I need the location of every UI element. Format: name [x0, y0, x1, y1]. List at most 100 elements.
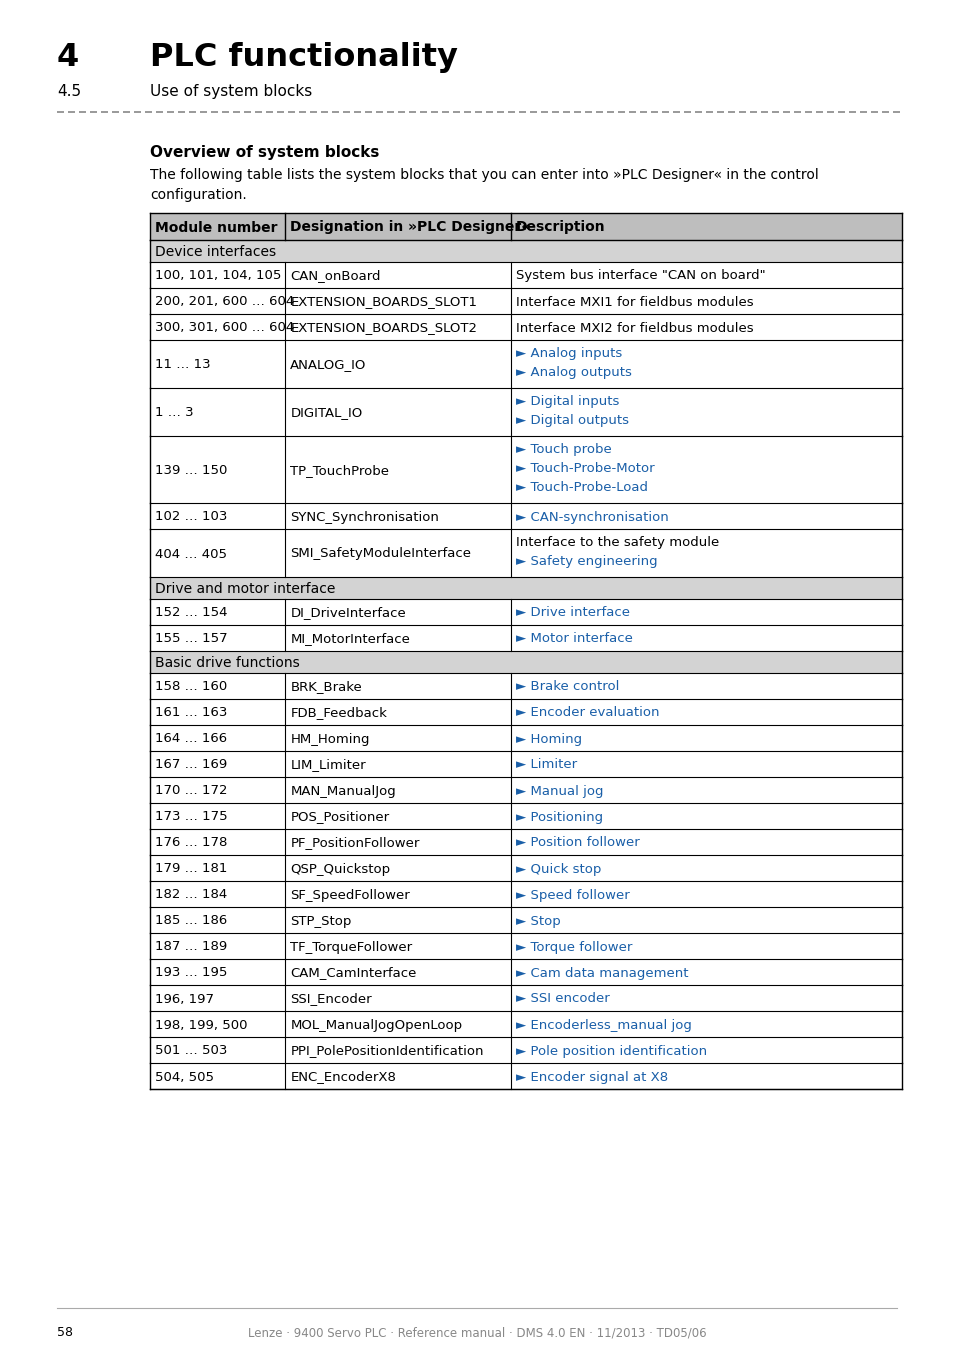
- Text: PF_PositionFollower: PF_PositionFollower: [290, 837, 419, 849]
- Text: 300, 301, 600 … 604: 300, 301, 600 … 604: [154, 321, 294, 335]
- Text: ► CAN-synchronisation: ► CAN-synchronisation: [516, 510, 668, 524]
- Text: FDB_Feedback: FDB_Feedback: [290, 706, 387, 720]
- Text: 193 … 195: 193 … 195: [154, 967, 227, 980]
- Text: Use of system blocks: Use of system blocks: [150, 84, 312, 99]
- Text: ► Limiter: ► Limiter: [516, 759, 577, 771]
- Text: Interface MXI1 for fieldbus modules: Interface MXI1 for fieldbus modules: [516, 296, 753, 309]
- Text: BRK_Brake: BRK_Brake: [290, 680, 362, 694]
- Text: 4: 4: [57, 42, 79, 73]
- Text: POS_Positioner: POS_Positioner: [290, 810, 389, 824]
- Text: ► Speed follower: ► Speed follower: [516, 888, 629, 902]
- Text: DI_DriveInterface: DI_DriveInterface: [290, 606, 406, 620]
- Text: ► Manual jog: ► Manual jog: [516, 784, 603, 798]
- Bar: [150, 751, 901, 778]
- Bar: [150, 1011, 901, 1037]
- Bar: [150, 599, 901, 625]
- Text: ► Touch-Probe-Load: ► Touch-Probe-Load: [516, 481, 647, 494]
- Text: LIM_Limiter: LIM_Limiter: [290, 759, 366, 771]
- Text: Designation in »PLC Designer«: Designation in »PLC Designer«: [290, 220, 530, 235]
- Text: SYNC_Synchronisation: SYNC_Synchronisation: [290, 510, 438, 524]
- Text: CAN_onBoard: CAN_onBoard: [290, 270, 380, 282]
- Text: ► Encoder evaluation: ► Encoder evaluation: [516, 706, 659, 720]
- Text: 504, 505: 504, 505: [154, 1071, 213, 1084]
- Text: 170 … 172: 170 … 172: [154, 784, 227, 798]
- Text: MAN_ManualJog: MAN_ManualJog: [290, 784, 395, 798]
- Text: SMI_SafetyModuleInterface: SMI_SafetyModuleInterface: [290, 548, 471, 560]
- Bar: [150, 315, 901, 340]
- Text: ► Homing: ► Homing: [516, 733, 581, 745]
- Bar: [150, 651, 901, 674]
- Text: Interface to the safety module: Interface to the safety module: [516, 536, 719, 549]
- Bar: [150, 986, 901, 1011]
- Text: 158 … 160: 158 … 160: [154, 680, 227, 694]
- Text: 176 … 178: 176 … 178: [154, 837, 227, 849]
- Bar: [150, 436, 901, 504]
- Text: 187 … 189: 187 … 189: [154, 941, 227, 953]
- Text: ► Touch-Probe-Motor: ► Touch-Probe-Motor: [516, 462, 654, 475]
- Text: SF_SpeedFollower: SF_SpeedFollower: [290, 888, 410, 902]
- Text: 164 … 166: 164 … 166: [154, 733, 227, 745]
- Text: Device interfaces: Device interfaces: [154, 244, 275, 259]
- Text: MOL_ManualJogOpenLoop: MOL_ManualJogOpenLoop: [290, 1018, 462, 1031]
- Text: QSP_Quickstop: QSP_Quickstop: [290, 863, 390, 876]
- Text: PLC functionality: PLC functionality: [150, 42, 457, 73]
- Bar: [150, 725, 901, 751]
- Text: ► Stop: ► Stop: [516, 914, 560, 927]
- Bar: [150, 958, 901, 986]
- Bar: [150, 288, 901, 315]
- Bar: [150, 213, 901, 240]
- Text: ► Cam data management: ► Cam data management: [516, 967, 688, 980]
- Text: ► Drive interface: ► Drive interface: [516, 606, 629, 620]
- Text: 139 … 150: 139 … 150: [154, 464, 227, 477]
- Text: CAM_CamInterface: CAM_CamInterface: [290, 967, 416, 980]
- Text: 152 … 154: 152 … 154: [154, 606, 227, 620]
- Text: EXTENSION_BOARDS_SLOT2: EXTENSION_BOARDS_SLOT2: [290, 321, 476, 335]
- Text: 404 … 405: 404 … 405: [154, 548, 227, 560]
- Text: ► Brake control: ► Brake control: [516, 680, 618, 694]
- Text: SSI_Encoder: SSI_Encoder: [290, 992, 372, 1006]
- Text: ► Touch probe: ► Touch probe: [516, 443, 611, 456]
- Bar: [150, 625, 901, 651]
- Text: 102 … 103: 102 … 103: [154, 510, 227, 524]
- Bar: [150, 262, 901, 288]
- Bar: [150, 1062, 901, 1089]
- Text: ► Encoder signal at X8: ► Encoder signal at X8: [516, 1071, 667, 1084]
- Text: ► Safety engineering: ► Safety engineering: [516, 555, 657, 568]
- Bar: [150, 576, 901, 599]
- Text: 173 … 175: 173 … 175: [154, 810, 228, 824]
- Text: 58: 58: [57, 1326, 73, 1339]
- Text: 100, 101, 104, 105: 100, 101, 104, 105: [154, 270, 281, 282]
- Text: ► Digital outputs: ► Digital outputs: [516, 414, 628, 427]
- Text: MI_MotorInterface: MI_MotorInterface: [290, 633, 410, 645]
- Text: ► Pole position identification: ► Pole position identification: [516, 1045, 706, 1057]
- Text: ► Analog inputs: ► Analog inputs: [516, 347, 621, 360]
- Text: STP_Stop: STP_Stop: [290, 914, 352, 927]
- Text: 167 … 169: 167 … 169: [154, 759, 227, 771]
- Bar: [150, 829, 901, 855]
- Text: 4.5: 4.5: [57, 84, 81, 99]
- Text: 182 … 184: 182 … 184: [154, 888, 227, 902]
- Bar: [150, 855, 901, 882]
- Text: ► Torque follower: ► Torque follower: [516, 941, 632, 953]
- Text: Basic drive functions: Basic drive functions: [154, 656, 299, 670]
- Text: Overview of system blocks: Overview of system blocks: [150, 144, 379, 161]
- Text: ► Encoderless_manual jog: ► Encoderless_manual jog: [516, 1018, 691, 1031]
- Text: Lenze · 9400 Servo PLC · Reference manual · DMS 4.0 EN · 11/2013 · TD05/06: Lenze · 9400 Servo PLC · Reference manua…: [248, 1326, 705, 1339]
- Bar: [150, 933, 901, 958]
- Text: 501 … 503: 501 … 503: [154, 1045, 227, 1057]
- Bar: [150, 699, 901, 725]
- Text: ► Positioning: ► Positioning: [516, 810, 602, 824]
- Text: configuration.: configuration.: [150, 188, 247, 202]
- Text: ENC_EncoderX8: ENC_EncoderX8: [290, 1071, 395, 1084]
- Text: TP_TouchProbe: TP_TouchProbe: [290, 464, 389, 477]
- Text: 161 … 163: 161 … 163: [154, 706, 227, 720]
- Bar: [150, 778, 901, 803]
- Text: ► SSI encoder: ► SSI encoder: [516, 992, 609, 1006]
- Text: EXTENSION_BOARDS_SLOT1: EXTENSION_BOARDS_SLOT1: [290, 296, 476, 309]
- Text: Drive and motor interface: Drive and motor interface: [154, 582, 335, 595]
- Bar: [150, 504, 901, 529]
- Bar: [150, 387, 901, 436]
- Text: ► Position follower: ► Position follower: [516, 837, 639, 849]
- Text: HM_Homing: HM_Homing: [290, 733, 370, 745]
- Bar: [150, 529, 901, 576]
